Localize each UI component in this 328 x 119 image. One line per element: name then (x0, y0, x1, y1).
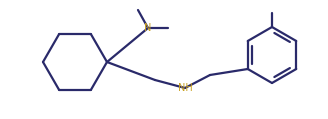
Text: NH: NH (178, 83, 193, 93)
Text: N: N (144, 23, 152, 33)
